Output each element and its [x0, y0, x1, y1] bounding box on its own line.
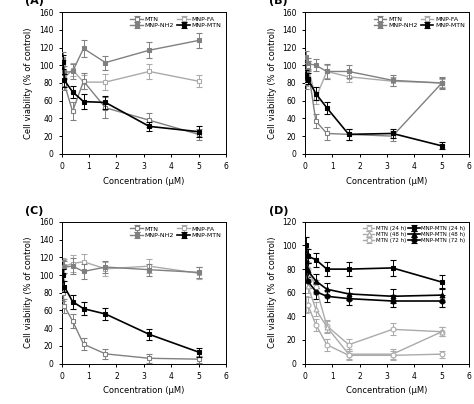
X-axis label: Concentration (μM): Concentration (μM)	[103, 177, 184, 186]
Y-axis label: Cell viability (% of control): Cell viability (% of control)	[267, 27, 276, 139]
Text: (B): (B)	[269, 0, 287, 6]
X-axis label: Concentration (μM): Concentration (μM)	[103, 387, 184, 396]
Text: (C): (C)	[26, 206, 44, 216]
Legend: MTN, MNP-NH2, MNP-FA, MNP-MTN: MTN, MNP-NH2, MNP-FA, MNP-MTN	[373, 15, 466, 30]
Text: (A): (A)	[26, 0, 45, 6]
Y-axis label: Cell viability (% of control): Cell viability (% of control)	[24, 237, 33, 349]
X-axis label: Concentration (μM): Concentration (μM)	[346, 177, 428, 186]
X-axis label: Concentration (μM): Concentration (μM)	[346, 387, 428, 396]
Y-axis label: Cell viability (% of control): Cell viability (% of control)	[24, 27, 33, 139]
Text: (D): (D)	[269, 206, 288, 216]
Legend: MTN, MNP-NH2, MNP-FA, MNP-MTN: MTN, MNP-NH2, MNP-FA, MNP-MTN	[129, 15, 223, 30]
Y-axis label: Cell viability (% of control): Cell viability (% of control)	[267, 237, 276, 349]
Legend: MTN, MNP-NH2, MNP-FA, MNP-MTN: MTN, MNP-NH2, MNP-FA, MNP-MTN	[129, 225, 223, 240]
Legend: MTN (24 h), MTN (48 h), MTN (72 h), MNP-MTN (24 h), MNP-MTN (48 h), MNP-MTN (72 : MTN (24 h), MTN (48 h), MTN (72 h), MNP-…	[362, 225, 466, 244]
